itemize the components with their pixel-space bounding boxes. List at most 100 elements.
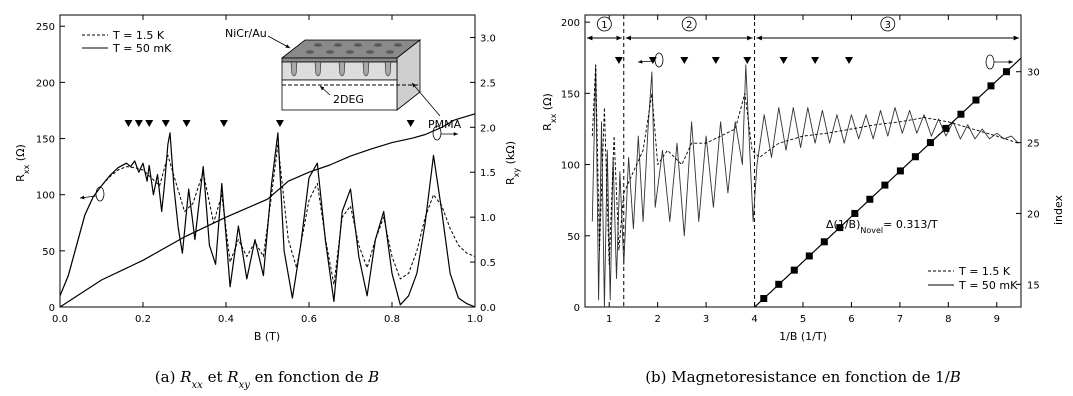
index-point	[866, 195, 874, 203]
inset-label-resist: PMMA	[428, 118, 462, 131]
x-tick-label-b: 3	[703, 314, 709, 325]
y-tick-label-left-b: 0	[574, 303, 580, 314]
y-tick-label-right-a: 0.5	[480, 258, 496, 269]
legend-b-dashed: T = 1.5 K	[958, 265, 1011, 278]
y-tick-label-left-a: 50	[42, 247, 55, 258]
y-tick-label-left-a: 200	[36, 78, 55, 89]
series-b-t-1-5-k	[591, 64, 1019, 265]
triangle-marker-a	[124, 120, 133, 127]
y-axis-label-right-a: Rxy (kΩ)	[504, 141, 521, 185]
x-tick-label-b: 2	[654, 314, 660, 325]
x-axis-label-b: 1/B (1/T)	[779, 330, 827, 343]
index-point	[881, 181, 889, 189]
series-a-t-50-mk	[59, 132, 476, 308]
x-axis-label-a: B (T)	[254, 330, 280, 343]
triangle-marker-b	[711, 57, 720, 64]
region-label: 1	[601, 20, 607, 31]
series-a-r-xy	[59, 113, 476, 308]
index-point	[760, 294, 768, 302]
legend-b: T = 1.5 K T = 50 mK	[928, 265, 1018, 292]
region-label: 3	[885, 20, 891, 31]
y-tick-label-left-a: 100	[36, 191, 55, 202]
y-tick-label-right-b: 25	[1027, 139, 1040, 150]
y-tick-label-right-a: 1.5	[480, 168, 496, 179]
y-tick-label-right-a: 2.0	[480, 123, 496, 134]
triangle-marker-b	[680, 57, 689, 64]
legend-b-solid: T = 50 mK	[958, 279, 1018, 292]
x-tick-label-a: 1.0	[467, 314, 483, 325]
region-badge	[596, 16, 612, 32]
index-point	[790, 266, 798, 274]
left-axis-pointer-a	[79, 186, 105, 202]
y-tick-label-left-b: 100	[561, 161, 580, 172]
chart-a: 0.0 0.2 0.4 0.6 0.8 1.0 0 50 100 150 200 250 0.0 0.5 1…	[14, 14, 521, 343]
right-axis-pointer-b	[985, 54, 1013, 70]
legend-a: T = 1.5 K T = 50 mK	[82, 29, 172, 55]
triangle-marker-a	[182, 120, 191, 127]
y-tick-label-right-a: 1.0	[480, 213, 496, 224]
triangle-marker-b	[779, 57, 788, 64]
x-tick-label-b: 1	[606, 314, 612, 325]
x-tick-label-b: 5	[800, 314, 806, 325]
index-point	[911, 153, 919, 161]
series-b-t-50-mk	[591, 64, 1019, 308]
y-tick-label-right-a: 0.0	[480, 303, 496, 314]
legend-a-dashed: T = 1.5 K	[112, 29, 165, 42]
triangle-marker-a	[406, 120, 415, 127]
index-point	[775, 280, 783, 288]
x-tick-label-a: 0.8	[384, 314, 400, 325]
triangle-marker-a	[219, 120, 228, 127]
triangle-marker-a	[134, 120, 143, 127]
y-axis-label-left-b: Rxx (Ω)	[541, 93, 558, 131]
y-tick-label-right-b: 15	[1027, 280, 1040, 291]
index-point	[987, 82, 995, 90]
index-point	[972, 96, 980, 104]
index-point	[942, 124, 950, 132]
inset-label-gas: 2DEG	[333, 93, 364, 106]
y-tick-label-left-a: 0	[49, 303, 55, 314]
triangle-marker-b	[811, 57, 820, 64]
index-point	[851, 209, 859, 217]
index-point	[957, 110, 965, 118]
x-tick-label-b: 9	[994, 314, 1000, 325]
caption-a: (a) Rxx et Rxy en fonction de B	[155, 368, 379, 391]
x-tick-label-b: 7	[897, 314, 903, 325]
y-tick-label-right-a: 2.5	[480, 78, 496, 89]
x-tick-label-a: 0.4	[218, 314, 234, 325]
x-tick-label-a: 0.0	[52, 314, 68, 325]
plot-frame-a	[59, 14, 476, 308]
region-badge	[681, 16, 697, 32]
y-axis-label-left-a: Rxx (Ω)	[14, 144, 31, 182]
y-tick-label-right-a: 3.0	[480, 33, 496, 44]
triangle-marker-b	[743, 57, 752, 64]
x-tick-label-b: 8	[945, 314, 951, 325]
left-axis-pointer-b	[637, 52, 664, 68]
y-tick-label-left-b: 150	[561, 89, 580, 100]
triangle-marker-a	[275, 120, 284, 127]
y-axis-label-right-b: index	[1052, 194, 1065, 225]
index-point	[805, 252, 813, 260]
x-tick-label-a: 0.2	[135, 314, 151, 325]
inset-label-metal: NiCr/Au	[225, 27, 267, 40]
index-point	[896, 167, 904, 175]
region-badge	[880, 16, 896, 32]
x-tick-label-b: 4	[751, 314, 757, 325]
right-axis-pointer-a	[432, 125, 458, 141]
series-a-t-1-5-k	[59, 143, 476, 296]
triangle-marker-a	[145, 120, 154, 127]
index-point	[926, 139, 934, 147]
period-annotation: Δ(1/B)Novel= 0.313/T	[826, 218, 938, 235]
x-tick-label-a: 0.6	[301, 314, 317, 325]
y-tick-label-left-b: 200	[561, 18, 580, 29]
legend-a-solid: T = 50 mK	[112, 42, 172, 55]
y-tick-label-left-a: 250	[36, 22, 55, 33]
triangle-marker-b	[845, 57, 854, 64]
index-point	[820, 238, 828, 246]
caption-b: (b) Magnetoresistance en fonction de 1/B	[645, 368, 961, 386]
triangle-marker-b	[614, 57, 623, 64]
triangle-marker-a	[161, 120, 170, 127]
index-point	[1002, 68, 1010, 76]
y-tick-label-left-b: 50	[567, 232, 580, 243]
x-tick-label-b: 6	[848, 314, 854, 325]
